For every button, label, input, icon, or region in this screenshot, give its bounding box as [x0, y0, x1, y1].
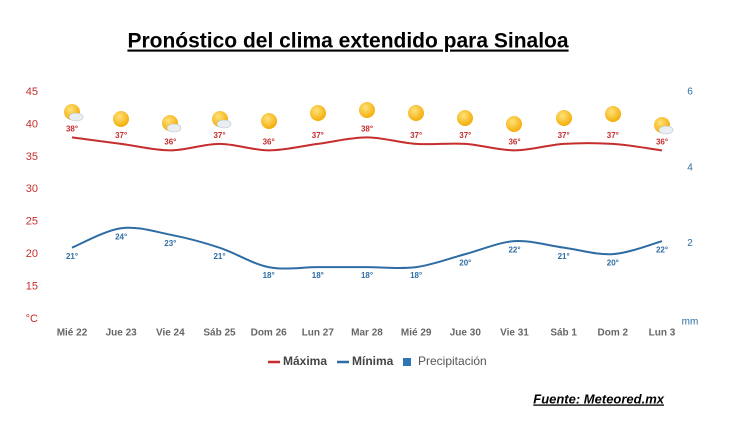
- chart-title: Pronóstico del clima extendido para Sina…: [127, 30, 568, 53]
- data-label: 22°: [508, 245, 520, 254]
- data-label: 18°: [263, 271, 275, 280]
- x-tick-label: Jue 30: [450, 328, 482, 339]
- y-tick-label: 20: [26, 248, 38, 260]
- data-label: 37°: [312, 131, 324, 140]
- legend-label: Precipitación: [418, 354, 487, 368]
- data-label: 24°: [115, 232, 127, 241]
- y2-tick-label: 2: [687, 238, 693, 249]
- x-tick-label: Mié 22: [57, 328, 88, 339]
- data-label: 36°: [164, 137, 176, 146]
- data-label: 18°: [312, 271, 324, 280]
- y-tick-label: 30: [26, 183, 38, 195]
- x-tick-label: Jue 23: [106, 328, 138, 339]
- data-label: 36°: [263, 137, 275, 146]
- data-label: 22°: [656, 245, 668, 254]
- x-tick-label: Sáb 1: [550, 328, 577, 339]
- legend-label: Mínima: [352, 354, 394, 368]
- x-tick-label: Lun 3: [649, 328, 676, 339]
- y-tick-label: 40: [26, 118, 38, 130]
- y2-tick-label: mm: [682, 317, 699, 328]
- data-label: 18°: [410, 271, 422, 280]
- data-label: 37°: [607, 131, 619, 140]
- data-label: 20°: [459, 258, 471, 267]
- data-label: 23°: [164, 239, 176, 248]
- series-line: [71, 226, 663, 270]
- x-tick-label: Dom 2: [598, 328, 629, 339]
- data-label: 38°: [361, 125, 373, 134]
- data-label: 21°: [66, 252, 78, 261]
- series-line: [71, 136, 663, 152]
- data-label: 37°: [459, 131, 471, 140]
- y-tick-label: 45: [26, 86, 38, 98]
- y2-tick-label: 4: [687, 162, 693, 173]
- legend-swatch: [403, 358, 411, 366]
- data-label: 37°: [558, 131, 570, 140]
- legend-label: Máxima: [283, 354, 327, 368]
- x-tick-label: Vie 24: [156, 328, 185, 339]
- data-label: 21°: [213, 252, 225, 261]
- y-tick-label: 25: [26, 216, 38, 228]
- y-tick-label: 15: [26, 280, 38, 292]
- x-tick-label: Lun 27: [302, 328, 335, 339]
- data-label: 18°: [361, 271, 373, 280]
- data-label: 36°: [656, 137, 668, 146]
- data-label: 38°: [66, 125, 78, 134]
- data-label: 37°: [115, 131, 127, 140]
- x-tick-label: Dom 26: [251, 328, 288, 339]
- x-tick-label: Mar 28: [351, 328, 383, 339]
- x-tick-label: Sáb 25: [203, 328, 236, 339]
- y2-tick-label: 6: [687, 87, 693, 98]
- data-label: 37°: [213, 131, 225, 140]
- x-tick-label: Mié 29: [401, 328, 432, 339]
- data-label: 37°: [410, 131, 422, 140]
- data-label: 36°: [508, 137, 520, 146]
- data-label: 21°: [558, 252, 570, 261]
- y-tick-label: 35: [26, 151, 38, 163]
- source-note: Fuente: Meteored.mx: [533, 391, 665, 406]
- data-label: 20°: [607, 258, 619, 267]
- y-tick-label: °C: [26, 313, 38, 325]
- x-tick-label: Vie 31: [500, 328, 529, 339]
